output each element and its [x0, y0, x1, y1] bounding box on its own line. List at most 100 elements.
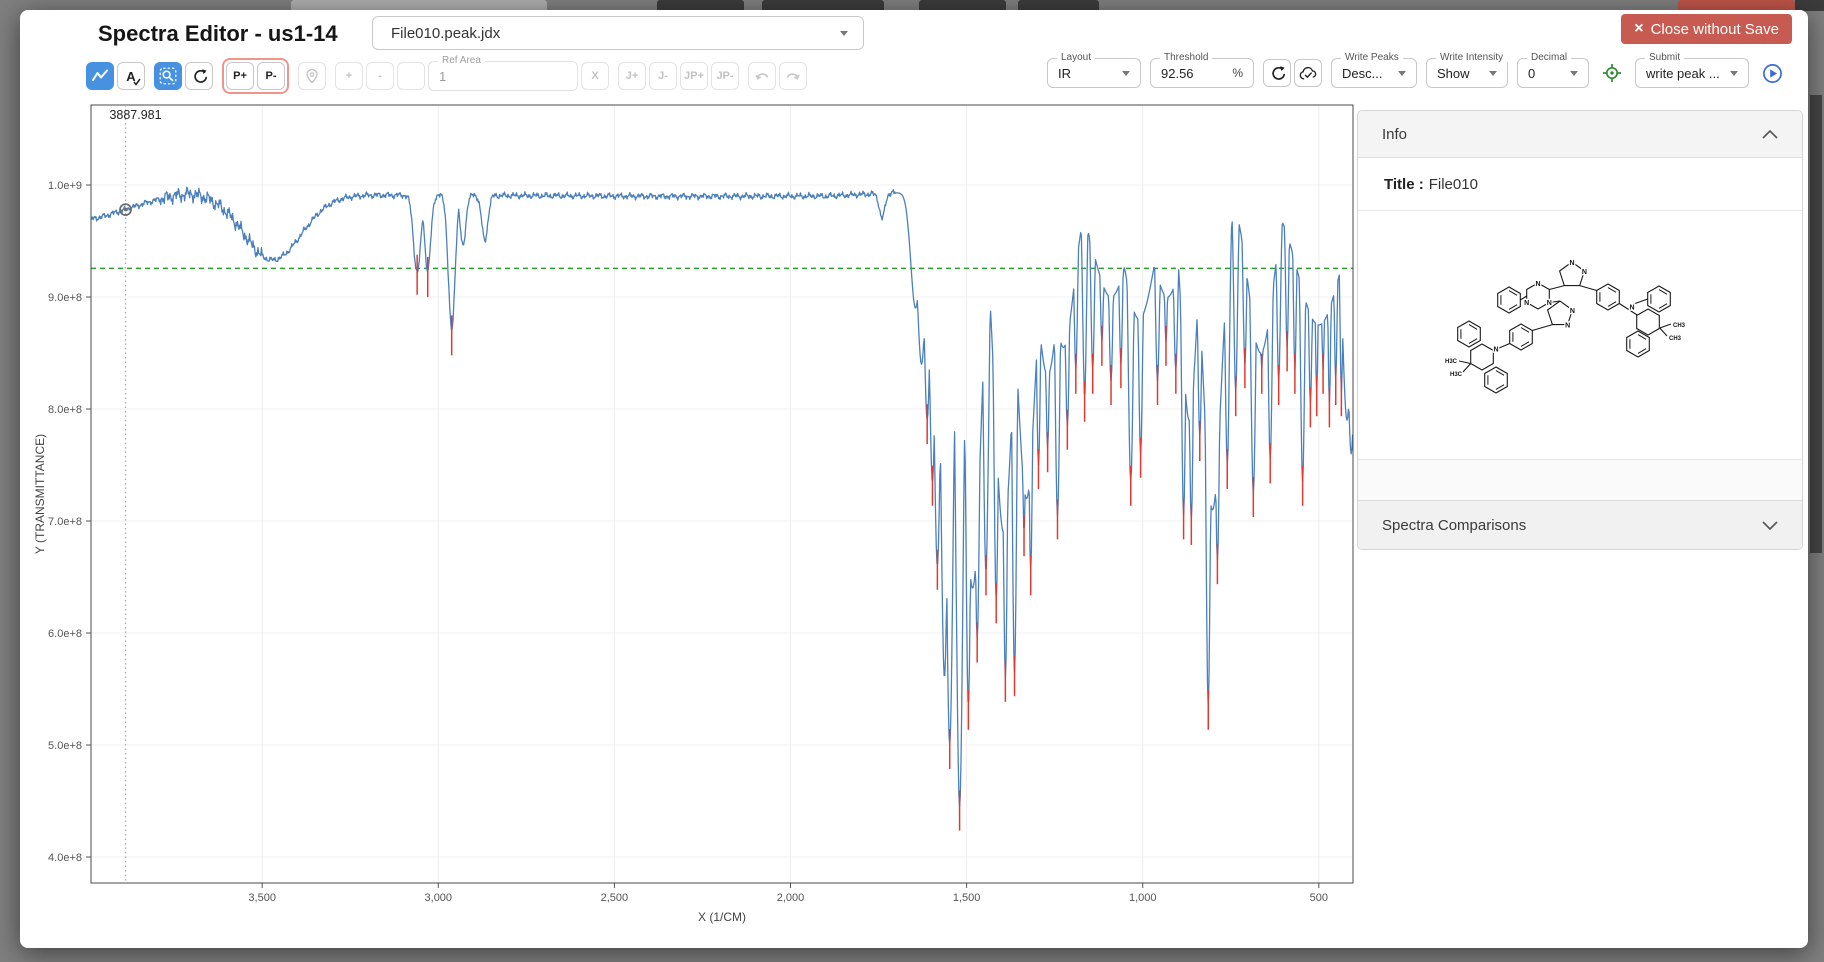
ref-area-label: Ref Area — [438, 55, 485, 66]
layout-label: Layout — [1057, 52, 1096, 63]
atom-label-n: N — [1565, 323, 1570, 330]
refresh-icon — [193, 68, 207, 83]
spectrum-title-row: Title : File010 — [1358, 158, 1802, 211]
svg-text:1,500: 1,500 — [953, 892, 981, 904]
submit-value: write peak ... — [1646, 65, 1720, 81]
threshold-label: Threshold — [1160, 52, 1213, 63]
scrollbar-thumb[interactable] — [1810, 95, 1822, 553]
svg-text:6.0e+8: 6.0e+8 — [48, 628, 82, 640]
background-tab — [762, 0, 884, 11]
svg-text:X (1/CM): X (1/CM) — [698, 910, 746, 924]
refresh-threshold-button[interactable] — [1263, 59, 1291, 87]
cancel-x-button[interactable]: X — [581, 62, 609, 90]
spectrum-chart[interactable]: 3,500 3,000 2,500 2,000 1,500 1,000 500 1.0e+9 9… — [20, 95, 1370, 943]
threshold-field[interactable]: Threshold 92.56 % — [1150, 52, 1254, 88]
write-peaks-label: Write Peaks — [1341, 52, 1403, 63]
info-accordion-header[interactable]: Info — [1358, 111, 1802, 158]
line-display-button[interactable] — [86, 62, 114, 90]
background-tab — [291, 0, 547, 11]
jp-plus-label: JP+ — [684, 70, 704, 82]
redo-button[interactable] — [779, 62, 807, 90]
j-minus-button[interactable]: J- — [649, 62, 677, 90]
refresh-icon — [1271, 65, 1285, 80]
layout-select[interactable]: Layout IR — [1047, 52, 1141, 88]
close-button-label: Close without Save — [1650, 20, 1779, 38]
magnifier-dashed-icon — [159, 67, 177, 85]
right-toolbar: Layout IR Threshold 92.56 % — [1047, 52, 1786, 88]
methyl-label: H3C — [1450, 372, 1463, 378]
cloud-check-icon — [1299, 66, 1316, 79]
background-close-bar — [1678, 0, 1795, 11]
auto-scale-button[interactable]: A — [117, 62, 145, 90]
cloud-save-button[interactable] — [1294, 59, 1322, 87]
target-button[interactable] — [1598, 59, 1626, 87]
j-plus-button[interactable]: J+ — [618, 62, 646, 90]
svg-text:Y (TRANSMITTANCE): Y (TRANSMITTANCE) — [33, 434, 47, 554]
title-value: File010 — [1428, 175, 1478, 193]
spectra-editor-modal: Spectra Editor - us1-14 File010.peak.jdx… — [20, 10, 1808, 948]
background-tab — [919, 0, 1006, 11]
chevron-down-icon — [1398, 70, 1406, 76]
location-pin-icon — [306, 68, 318, 84]
play-circle-icon — [1762, 63, 1782, 83]
peak-add-label: P+ — [233, 70, 247, 82]
svg-text:7.0e+8: 7.0e+8 — [48, 516, 82, 528]
ref-area-field[interactable]: Ref Area 1 — [428, 55, 578, 91]
close-without-save-button[interactable]: × Close without Save — [1621, 14, 1792, 44]
pin-button[interactable] — [298, 62, 326, 90]
background-tab — [1795, 0, 1824, 11]
chevron-down-icon — [1122, 70, 1130, 76]
peak-remove-button[interactable]: P- — [257, 62, 285, 90]
reset-zoom-button[interactable] — [185, 62, 213, 90]
write-intensity-label: Write Intensity — [1436, 52, 1508, 63]
comparisons-header-label: Spectra Comparisons — [1382, 516, 1527, 534]
atom-label-n: N — [1570, 308, 1575, 315]
submit-label: Submit — [1645, 52, 1685, 63]
chevron-down-icon — [1570, 70, 1578, 76]
atom-label-n: N — [1629, 305, 1634, 312]
ref-area-value: 1 — [439, 68, 447, 84]
title-label: Title : — [1384, 175, 1424, 193]
write-intensity-select[interactable]: Write Intensity Show — [1426, 52, 1508, 88]
chevron-up-icon — [1762, 129, 1778, 139]
molecule-structure: N N N N N N N N N CH3 CH3 H3C H3C — [1358, 211, 1802, 459]
minus-label: - — [378, 70, 382, 82]
svg-text:4.0e+8: 4.0e+8 — [48, 852, 82, 864]
molecule-drawing-icon: N N N N N N N N N CH3 CH3 H3C H3C — [1444, 259, 1687, 394]
svg-text:3887.981: 3887.981 — [109, 108, 161, 122]
run-submit-button[interactable] — [1758, 59, 1786, 87]
jp-minus-label: JP- — [716, 70, 734, 82]
undo-button[interactable] — [748, 62, 776, 90]
threshold-value: 92.56 — [1161, 65, 1194, 81]
chevron-down-icon — [1489, 70, 1497, 76]
j-plus-label: J+ — [625, 70, 639, 82]
undo-icon — [755, 73, 769, 80]
blank-button[interactable] — [397, 62, 425, 90]
atom-label-n: N — [1493, 347, 1498, 354]
spectra-comparisons-accordion-header[interactable]: Spectra Comparisons — [1358, 500, 1802, 549]
layout-value: IR — [1058, 65, 1071, 81]
file-selector-dropdown[interactable]: File010.peak.jdx — [372, 16, 864, 50]
submit-select[interactable]: Submit write peak ... — [1635, 52, 1749, 88]
svg-text:5.0e+8: 5.0e+8 — [48, 740, 82, 752]
jp-plus-button[interactable]: JP+ — [680, 62, 708, 90]
svg-text:2,500: 2,500 — [601, 892, 629, 904]
panel-footer — [1358, 459, 1802, 500]
chevron-down-icon — [840, 30, 848, 36]
methyl-label: CH3 — [1669, 336, 1682, 342]
zoom-select-button[interactable] — [154, 62, 182, 90]
methyl-label: CH3 — [1673, 323, 1686, 329]
crosshair-target-icon — [1603, 64, 1621, 82]
redo-icon — [786, 73, 800, 80]
write-peaks-value: Desc... — [1342, 65, 1383, 81]
jp-minus-button[interactable]: JP- — [711, 62, 739, 90]
decimal-select[interactable]: Decimal 0 — [1517, 52, 1589, 88]
info-panel: Info Title : File010 — [1357, 110, 1803, 550]
decrease-button[interactable]: - — [366, 62, 394, 90]
increase-button[interactable]: + — [335, 62, 363, 90]
chevron-down-icon — [1762, 520, 1778, 530]
peak-add-button[interactable]: P+ — [226, 62, 254, 90]
x-label: X — [591, 70, 599, 82]
write-peaks-select[interactable]: Write Peaks Desc... — [1331, 52, 1417, 88]
atom-label-n: N — [1535, 281, 1540, 288]
